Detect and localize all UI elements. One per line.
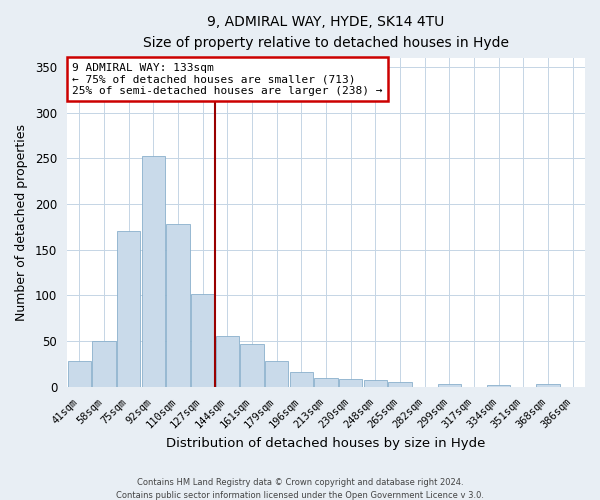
Bar [487,385,511,386]
X-axis label: Distribution of detached houses by size in Hyde: Distribution of detached houses by size … [166,437,485,450]
Bar [339,378,362,386]
Title: 9, ADMIRAL WAY, HYDE, SK14 4TU
Size of property relative to detached houses in H: 9, ADMIRAL WAY, HYDE, SK14 4TU Size of p… [143,15,509,50]
Bar [437,384,461,386]
Bar [240,344,263,387]
Bar [536,384,560,386]
Text: Contains HM Land Registry data © Crown copyright and database right 2024.
Contai: Contains HM Land Registry data © Crown c… [116,478,484,500]
Bar [166,224,190,386]
Bar [314,378,338,386]
Bar [215,336,239,386]
Bar [191,294,214,386]
Bar [290,372,313,386]
Bar [364,380,387,386]
Bar [265,361,289,386]
Bar [388,382,412,386]
Y-axis label: Number of detached properties: Number of detached properties [15,124,28,320]
Bar [92,341,116,386]
Bar [117,232,140,386]
Text: 9 ADMIRAL WAY: 133sqm
← 75% of detached houses are smaller (713)
25% of semi-det: 9 ADMIRAL WAY: 133sqm ← 75% of detached … [72,62,383,96]
Bar [142,156,165,386]
Bar [68,361,91,386]
